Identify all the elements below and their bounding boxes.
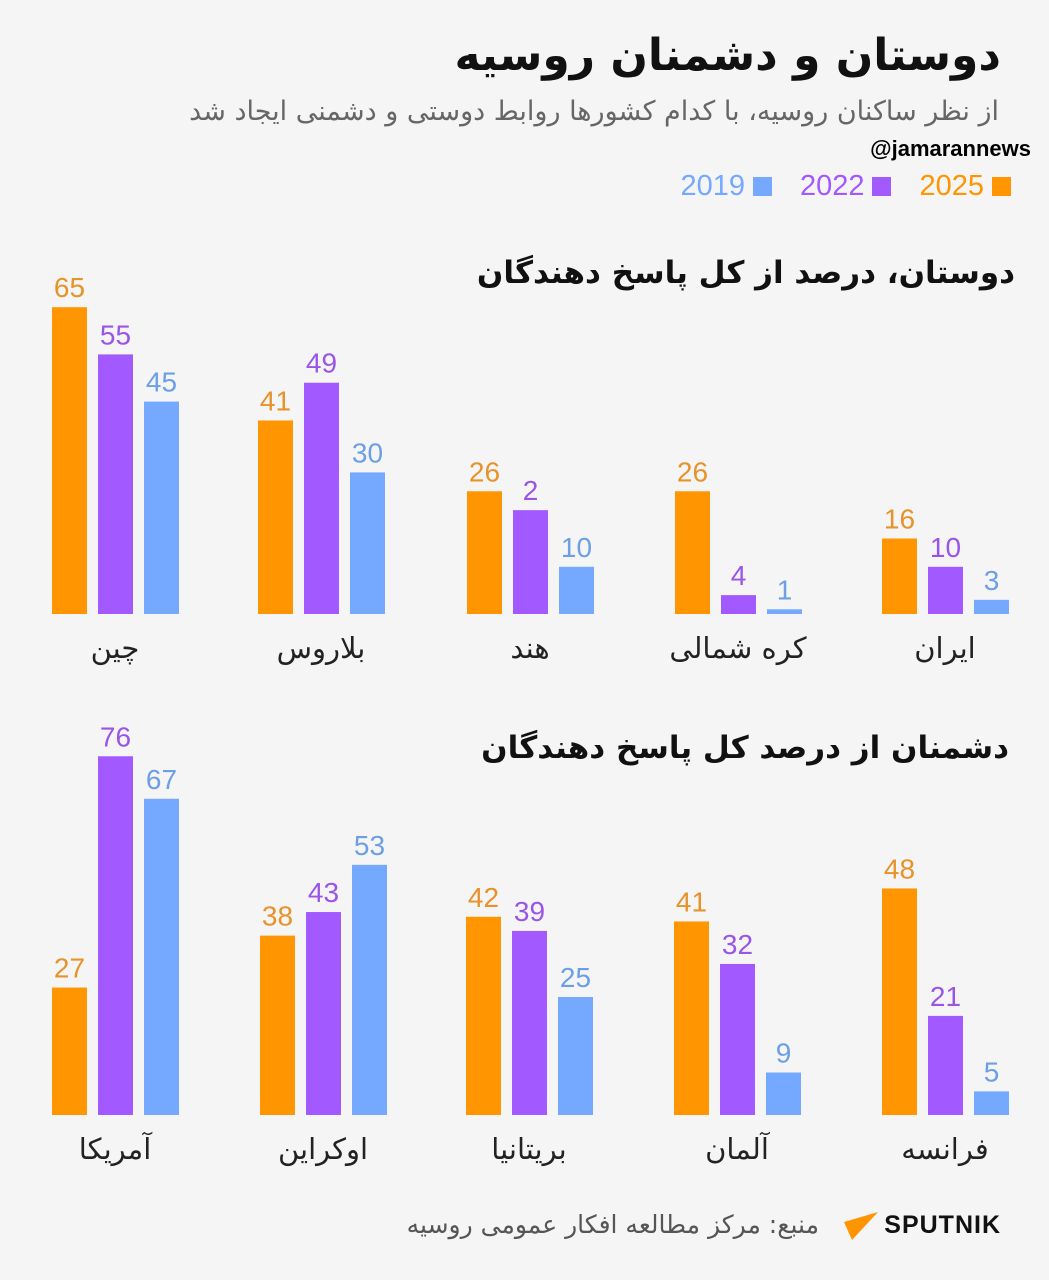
page-subtitle: از نظر ساکنان روسیه، با کدام کشورها رواب…: [189, 96, 999, 127]
bar-2019: [974, 1091, 1009, 1115]
data-label: 21: [930, 981, 961, 1012]
legend-swatch: [992, 177, 1011, 196]
bar-2019: [144, 401, 179, 614]
data-label: 67: [146, 764, 177, 795]
bar-2019: [559, 566, 594, 614]
source-note: منبع: مرکز مطالعه افکار عمومی روسیه: [406, 1210, 819, 1239]
legend-swatch: [752, 177, 772, 196]
friends-chart-title: دوستان، درصد از کل پاسخ دهندگان: [476, 255, 1015, 291]
bar-2022: [98, 354, 133, 614]
data-label: 38: [262, 901, 293, 932]
sputnik-logo: SPUTNIK: [844, 1210, 1001, 1240]
bar-2022: [513, 510, 548, 614]
bar-2022: [721, 595, 756, 614]
bar-2025: [674, 921, 709, 1115]
data-label: 1: [777, 574, 793, 605]
legend-item-2022: 2022: [800, 170, 892, 203]
bar-2025: [675, 491, 710, 614]
bar-2022: [98, 756, 133, 1115]
bar-2022: [928, 566, 963, 614]
category-label: بلاروس: [277, 631, 366, 665]
data-label: 9: [776, 1038, 792, 1069]
legend-label: 2019: [680, 170, 745, 202]
bar-2025: [466, 916, 501, 1115]
bar-2019: [352, 864, 387, 1115]
data-label: 76: [100, 721, 131, 752]
data-label: 27: [54, 953, 85, 984]
watermark: @jamarannews: [870, 136, 1031, 161]
data-label: 10: [930, 532, 961, 563]
category-label: ایران: [914, 631, 975, 665]
data-label: 49: [306, 348, 337, 379]
bar-2022: [928, 1015, 963, 1115]
bar-2022: [306, 912, 341, 1115]
category-label: بریتانیا: [491, 1132, 566, 1166]
data-label: 3: [984, 565, 1000, 596]
bar-2019: [558, 997, 593, 1115]
data-label: 53: [354, 830, 385, 861]
category-label: چین: [91, 631, 140, 665]
data-label: 65: [54, 272, 85, 303]
data-label: 39: [514, 896, 545, 927]
data-label: 42: [468, 882, 499, 913]
logo-text: SPUTNIK: [884, 1210, 1001, 1239]
data-label: 26: [677, 456, 708, 487]
legend: 2025 2022 2019: [680, 170, 1011, 203]
category-label: آمریکا: [79, 1131, 153, 1166]
bar-2019: [350, 472, 385, 614]
bar-2025: [882, 538, 917, 614]
data-label: 32: [722, 929, 753, 960]
bar-2025: [467, 491, 502, 614]
bar-2025: [52, 987, 87, 1115]
data-label: 2: [523, 475, 539, 506]
legend-swatch: [872, 177, 892, 196]
bar-2022: [720, 963, 755, 1115]
data-label: 10: [561, 532, 592, 563]
data-label: 16: [884, 503, 915, 534]
sputnik-logo-icon: [844, 1212, 879, 1240]
data-label: 4: [731, 560, 747, 591]
bar-2025: [260, 935, 295, 1115]
legend-label: 2025: [919, 170, 984, 202]
bar-2019: [974, 599, 1009, 614]
bar-2025: [882, 888, 917, 1115]
data-label: 41: [676, 886, 707, 917]
bar-2025: [52, 307, 87, 614]
category-label: هند: [510, 631, 549, 665]
data-label: 55: [100, 319, 131, 350]
legend-item-2019: 2019: [680, 170, 772, 203]
bar-2019: [767, 609, 802, 614]
category-label: اوکراین: [278, 1132, 368, 1166]
bar-2019: [766, 1072, 801, 1115]
bar-2025: [258, 420, 293, 614]
data-label: 43: [308, 877, 339, 908]
enemies-chart-title: دشمنان از درصد کل پاسخ دهندگان: [481, 730, 1009, 766]
category-label: فرانسه: [901, 1132, 988, 1166]
data-label: 25: [560, 962, 591, 993]
category-label: آلمان: [705, 1131, 771, 1166]
data-label: 41: [260, 385, 291, 416]
data-label: 30: [352, 437, 383, 468]
data-label: 5: [984, 1056, 1000, 1087]
page-title: دوستان و دشمنان روسیه: [454, 30, 1001, 81]
legend-item-2025: 2025: [919, 170, 1011, 203]
bar-2019: [144, 798, 179, 1115]
bar-2022: [304, 382, 339, 614]
data-label: 48: [884, 853, 915, 884]
bar-2022: [512, 930, 547, 1115]
data-label: 45: [146, 367, 177, 398]
legend-label: 2022: [799, 170, 865, 202]
category-label: کره شمالی: [669, 631, 806, 665]
data-label: 26: [469, 456, 500, 487]
